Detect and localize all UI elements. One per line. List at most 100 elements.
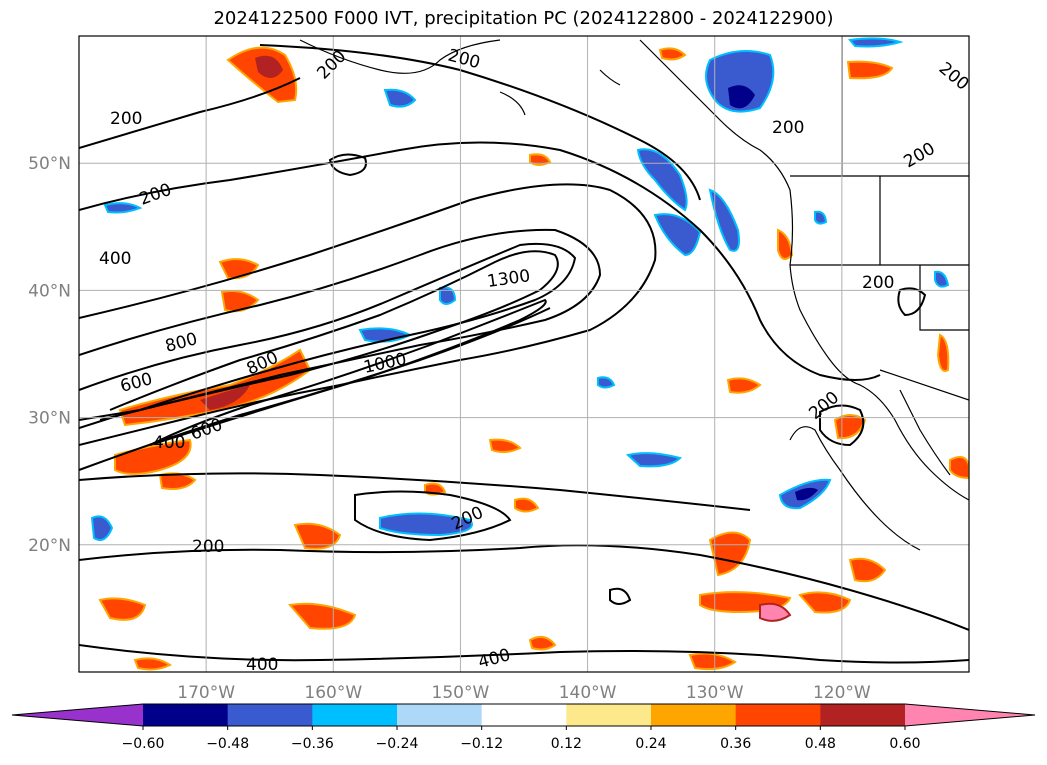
coastline (499, 69, 621, 116)
precip-patch (708, 531, 752, 577)
colorbar-extend-high (905, 704, 1035, 726)
ivt-contour (79, 77, 301, 149)
colorbar-segment (651, 704, 737, 726)
precip-patch (798, 591, 852, 614)
precip-patch (218, 258, 260, 280)
precip-patch (795, 487, 818, 501)
ivt-contour (79, 141, 881, 381)
ivt-contour (79, 307, 551, 471)
ivt-contour (79, 644, 969, 664)
precip-patch (688, 652, 737, 671)
colorbar-segment (227, 704, 313, 726)
precip-patch (728, 85, 755, 109)
contour-label: 200 (313, 46, 350, 83)
colorbar-tick-label: −0.24 (376, 736, 419, 752)
contour-label: 1300 (486, 266, 532, 292)
contour-label: 400 (476, 645, 513, 673)
contour-label: 200 (772, 118, 804, 138)
precip-patch (200, 385, 250, 410)
colorbar-tick-label: 0.36 (720, 736, 751, 752)
ivt-contour (79, 472, 751, 511)
ivt-contour (79, 242, 577, 421)
precip-patch (158, 472, 197, 490)
contour-label: 200 (935, 59, 973, 95)
precip-patch (934, 270, 950, 288)
precip-patch (936, 333, 950, 372)
precip-patch (439, 286, 457, 305)
colorbar-tick-label: 0.60 (889, 736, 920, 752)
precip-patch (90, 515, 114, 541)
colorbar: −0.60 −0.48 −0.36 −0.24 −0.12 0.12 0.24 0.36 0.4… (11, 703, 1036, 752)
contour-label: 200 (110, 109, 142, 129)
precip-patch (220, 290, 260, 313)
ivt-contour (609, 587, 632, 605)
plot-frame (78, 35, 970, 673)
precip-patch (848, 557, 887, 583)
precip-patch (293, 522, 342, 550)
contour-label: 600 (118, 369, 155, 397)
y-tick-label: 30°N (28, 409, 71, 429)
precip-patch (98, 597, 147, 621)
contour-label: 400 (99, 249, 131, 269)
precip-patch (814, 210, 828, 225)
x-tick-label: 170°W (177, 683, 235, 703)
precip-patch (759, 602, 792, 622)
x-axis-ticks: 170°W 160°W 150°W 140°W 130°W 120°W (177, 683, 871, 703)
ivt-contour (99, 250, 559, 421)
ivt-contour (897, 287, 927, 317)
precip-patch (636, 148, 688, 212)
precip-patch (708, 188, 740, 252)
colorbar-segment (735, 704, 821, 726)
contour-label: 400 (153, 433, 185, 453)
contour-label: 200 (446, 46, 483, 74)
colorbar-segment (566, 704, 652, 726)
precip-positive-patches (98, 46, 969, 671)
precip-patch (846, 60, 894, 80)
precip-patch (658, 47, 687, 61)
precip-patch (255, 55, 283, 79)
colorbar-tick-label: 0.12 (551, 736, 582, 752)
colorbar-tick-label: −0.36 (291, 736, 334, 752)
contour-label: 200 (862, 273, 894, 293)
ivt-contour (79, 544, 969, 631)
precip-patch (726, 377, 762, 394)
ivt-contour (79, 228, 602, 429)
precip-patch (114, 438, 192, 475)
precip-patch (103, 202, 143, 214)
colorbar-segment (820, 704, 906, 726)
precip-patch (705, 50, 775, 113)
contour-label: 800 (163, 329, 200, 357)
contour-label: 200 (901, 139, 939, 173)
precip-patch (848, 37, 904, 48)
colorbar-segment (312, 704, 398, 726)
precip-patch (597, 376, 616, 389)
coastline (789, 389, 951, 551)
precip-patch (949, 455, 969, 480)
x-tick-label: 130°W (686, 683, 744, 703)
y-tick-label: 50°N (28, 154, 71, 174)
ivt-contour (328, 153, 367, 177)
precip-patch (653, 213, 702, 257)
ivt-contours (79, 44, 969, 664)
chart-title: 2024122500 F000 IVT, precipitation PC (2… (213, 8, 834, 29)
colorbar-tick-label: −0.60 (122, 736, 165, 752)
precip-patch (625, 452, 682, 468)
precip-patch (133, 657, 173, 671)
ivt-contour (819, 404, 865, 447)
ivt-contour (354, 490, 512, 542)
x-tick-label: 120°W (813, 683, 871, 703)
precip-patch (379, 512, 473, 537)
colorbar-tick-label: 0.48 (805, 736, 836, 752)
x-tick-label: 140°W (559, 683, 617, 703)
precip-patch (488, 438, 522, 454)
colorbar-tick-label: −0.48 (206, 736, 249, 752)
coastline (299, 39, 969, 501)
contour-label: 200 (137, 180, 174, 210)
precip-patch (529, 153, 552, 166)
coastlines (299, 36, 969, 551)
precip-patch (288, 602, 357, 630)
ivt-contour (259, 44, 701, 201)
contour-label: 400 (246, 655, 278, 675)
y-axis-ticks: 20°N 30°N 40°N 50°N (28, 154, 71, 556)
